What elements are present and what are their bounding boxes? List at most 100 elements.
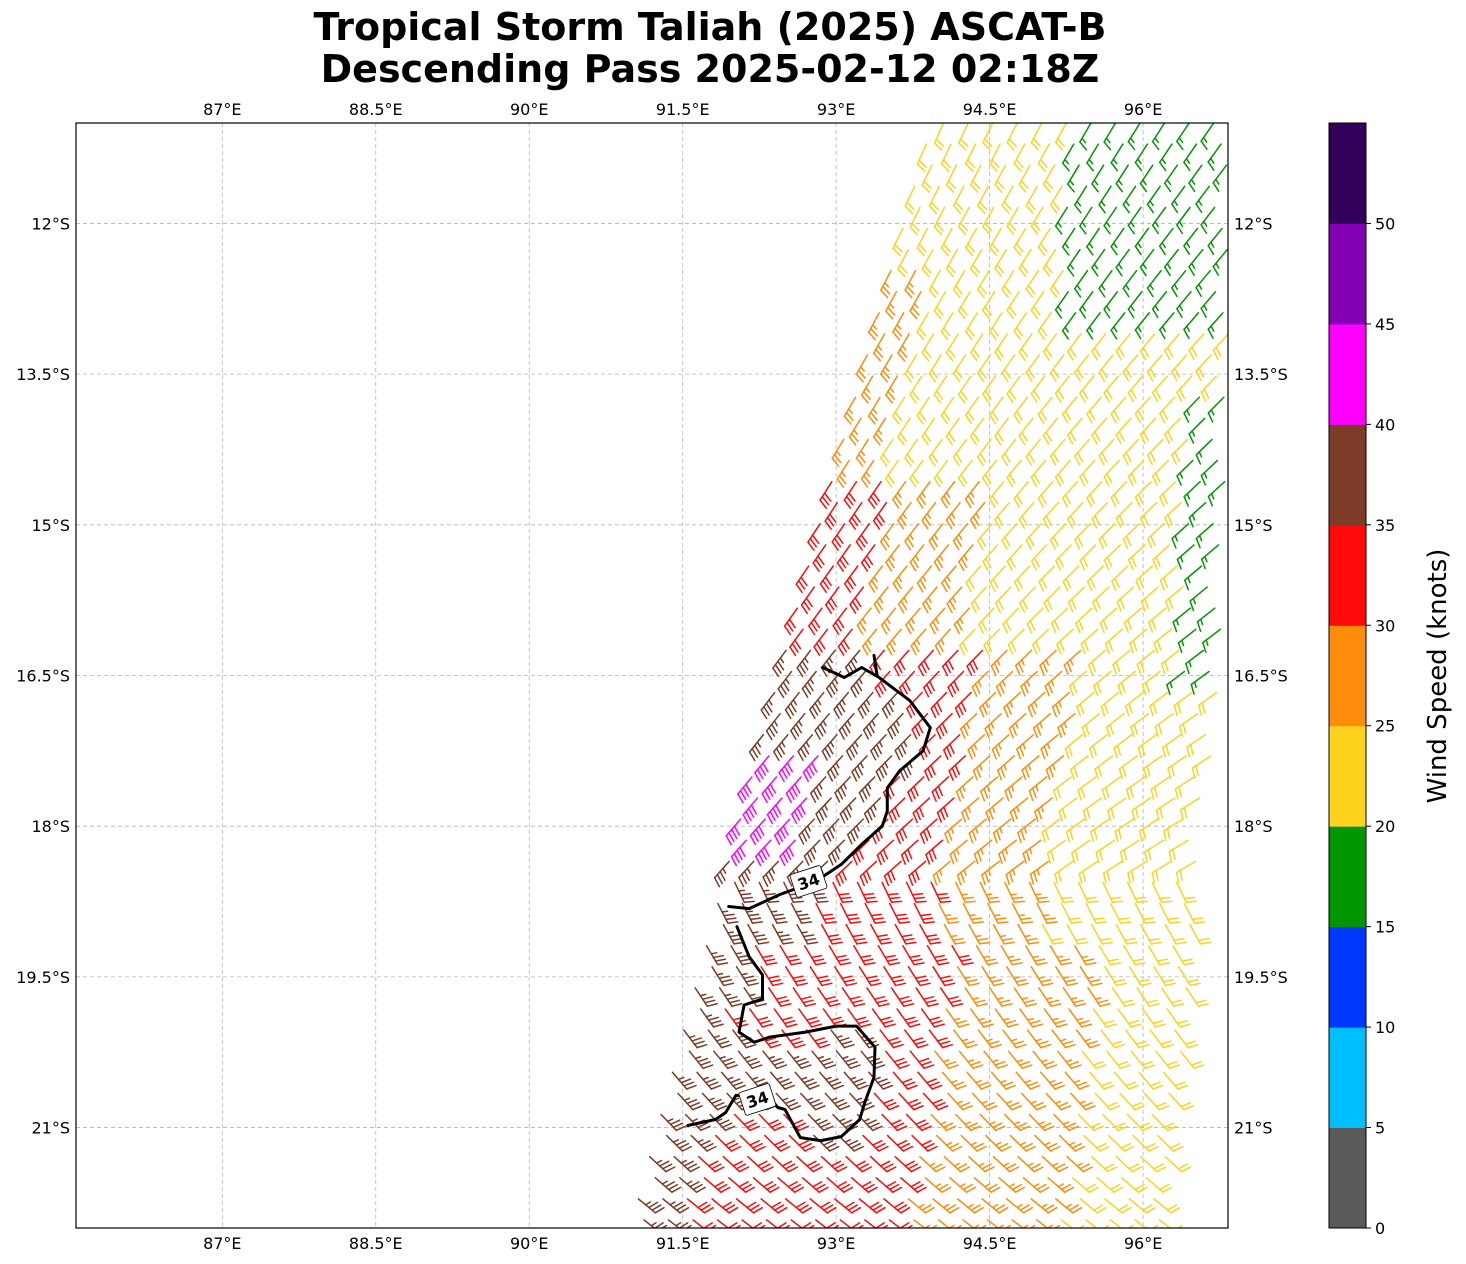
colorbar-segment bbox=[1329, 323, 1366, 425]
wind-barb bbox=[1122, 269, 1138, 298]
wind-barb bbox=[1075, 607, 1093, 634]
gridlines bbox=[76, 123, 1228, 1228]
wind-barb bbox=[1159, 902, 1181, 924]
wind-barb bbox=[983, 1050, 1009, 1070]
wind-barb bbox=[1013, 143, 1026, 172]
wind-barb bbox=[771, 1155, 799, 1173]
x-tick-label-bottom: 93°E bbox=[817, 1234, 855, 1253]
wind-barb bbox=[897, 586, 914, 614]
wind-barb bbox=[873, 1092, 900, 1111]
wind-barb bbox=[886, 628, 902, 656]
wind-barb bbox=[981, 1198, 1009, 1214]
wind-barb bbox=[1132, 1134, 1159, 1152]
wind-barb bbox=[909, 206, 921, 236]
wind-barb bbox=[1153, 628, 1172, 654]
wind-barb bbox=[1103, 123, 1117, 151]
wind-barb bbox=[821, 734, 838, 761]
wind-barb bbox=[1098, 185, 1112, 214]
wind-barb bbox=[990, 1071, 1017, 1090]
wind-barb bbox=[800, 1092, 826, 1111]
wind-barb bbox=[1110, 143, 1124, 172]
wind-barb bbox=[798, 818, 815, 845]
wind-barb bbox=[868, 1071, 894, 1090]
wind-barb bbox=[994, 417, 1009, 446]
wind-barb bbox=[1019, 1008, 1044, 1028]
wind-barb bbox=[1022, 1177, 1050, 1193]
wind-barb bbox=[888, 902, 911, 924]
wind-barb bbox=[949, 1177, 977, 1193]
wind-barb bbox=[1018, 164, 1031, 193]
wind-barb bbox=[956, 966, 980, 987]
wind-barb bbox=[755, 839, 772, 867]
wind-barb bbox=[1139, 417, 1157, 445]
wind-barb bbox=[1091, 417, 1108, 445]
wind-barb bbox=[952, 269, 966, 299]
wind-barb bbox=[986, 1219, 1015, 1228]
wind-barb bbox=[938, 902, 960, 924]
wind-barb bbox=[1134, 312, 1150, 340]
wind-barb bbox=[1074, 438, 1090, 466]
wind-barb bbox=[989, 565, 1006, 592]
wind-barb bbox=[998, 839, 1017, 865]
y-tick-label-right: 16.5°S bbox=[1234, 667, 1288, 686]
wind-barb bbox=[853, 944, 876, 966]
wind-barb bbox=[1013, 480, 1030, 508]
wind-barb bbox=[1110, 480, 1128, 508]
wind-barb bbox=[1134, 143, 1149, 172]
wind-barb bbox=[843, 396, 857, 425]
wind-barb bbox=[922, 1092, 949, 1111]
wind-barb bbox=[1049, 523, 1067, 550]
wind-barb bbox=[1139, 164, 1154, 193]
wind-barb bbox=[1177, 628, 1197, 654]
wind-barb bbox=[962, 902, 985, 924]
x-tick-label-top: 94.5°E bbox=[963, 100, 1017, 119]
wind-barb bbox=[830, 1029, 855, 1049]
contour-label: 34 bbox=[789, 865, 828, 898]
wind-barb bbox=[1021, 1092, 1047, 1111]
wind-barb bbox=[979, 691, 997, 718]
wind-barb bbox=[648, 1155, 676, 1173]
wind-barb bbox=[887, 712, 904, 740]
wind-barb bbox=[1212, 333, 1228, 360]
wind-barb bbox=[701, 1092, 728, 1111]
wind-barb bbox=[771, 923, 794, 945]
wind-barb bbox=[916, 312, 930, 341]
wind-barb bbox=[1190, 670, 1210, 695]
wind-barb bbox=[1176, 459, 1194, 486]
wind-barb bbox=[1054, 375, 1070, 403]
x-tick-label-top: 93°E bbox=[817, 100, 855, 119]
wind-barb bbox=[1124, 691, 1144, 717]
wind-barb bbox=[928, 1029, 953, 1049]
wind-barb bbox=[1174, 1029, 1199, 1049]
wind-barb bbox=[909, 1050, 935, 1070]
wind-barb bbox=[875, 1177, 903, 1193]
wind-barb bbox=[1090, 818, 1110, 843]
wind-barb bbox=[933, 544, 950, 572]
wind-barb bbox=[1005, 860, 1025, 885]
wind-barb bbox=[1171, 185, 1186, 214]
contour-label: 34 bbox=[738, 1083, 777, 1116]
x-tick-label-bottom: 91.5°E bbox=[656, 1234, 710, 1253]
wind-barb bbox=[1001, 269, 1015, 298]
wind-barb bbox=[1091, 248, 1106, 277]
wind-barb bbox=[957, 291, 971, 320]
wind-barb bbox=[945, 333, 959, 362]
colorbar-segment bbox=[1329, 123, 1366, 224]
wind-barb bbox=[913, 1219, 941, 1228]
wind-barb bbox=[1055, 966, 1079, 987]
wind-barb bbox=[922, 586, 938, 614]
wind-barb bbox=[1054, 291, 1069, 319]
wind-barb bbox=[1103, 544, 1122, 571]
wind-barb bbox=[1006, 123, 1018, 151]
wind-barb bbox=[985, 1134, 1012, 1152]
wind-barb bbox=[858, 966, 882, 987]
wind-barb bbox=[815, 902, 837, 924]
wind-barb bbox=[801, 1177, 829, 1193]
wind-barb bbox=[1100, 691, 1120, 717]
wind-barb bbox=[897, 501, 912, 530]
wind-barb bbox=[1101, 776, 1121, 801]
wind-barb bbox=[717, 902, 739, 924]
wind-barb bbox=[919, 818, 938, 844]
wind-barb bbox=[921, 333, 935, 362]
y-tick-label-left: 16.5°S bbox=[16, 667, 70, 686]
